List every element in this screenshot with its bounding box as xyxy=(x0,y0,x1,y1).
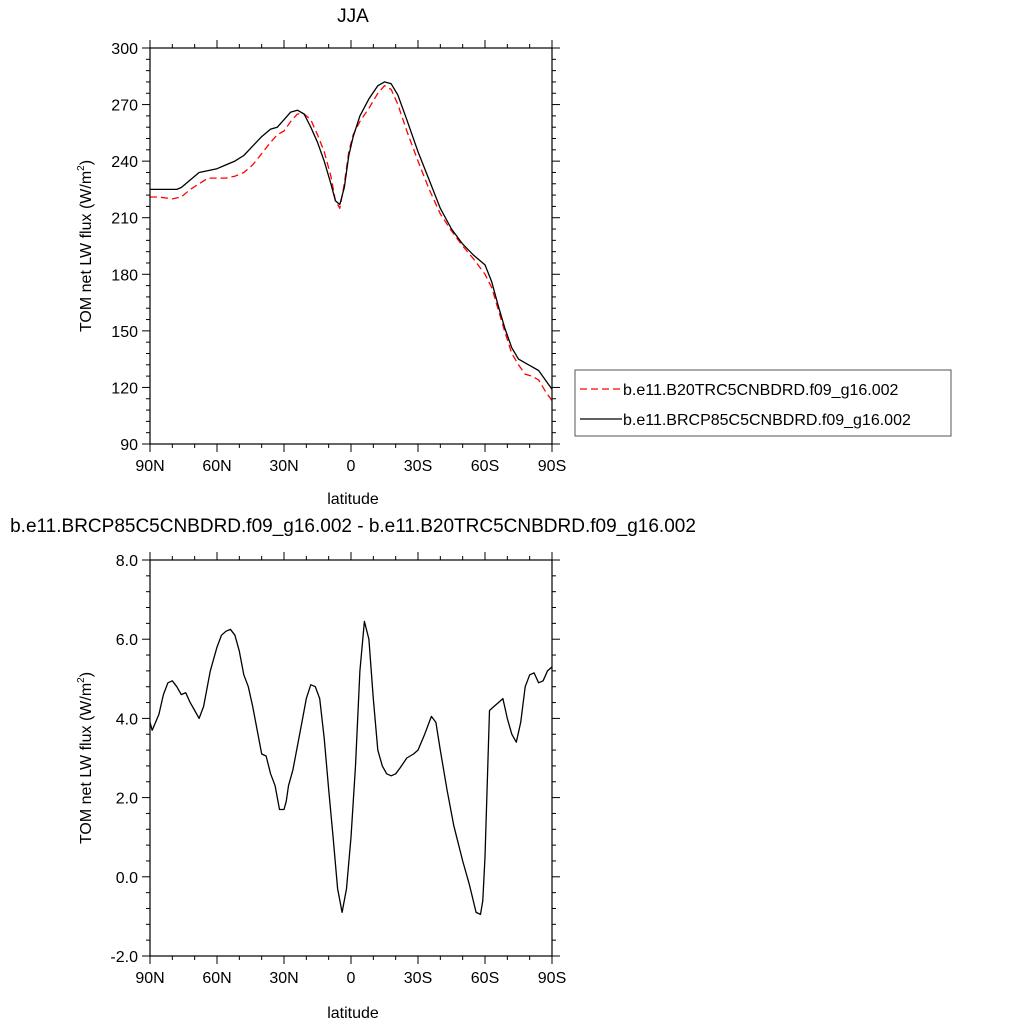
top-x-tick-label: 60S xyxy=(471,458,499,475)
top-x-tick-label: 60N xyxy=(202,458,231,475)
bottom-y-tick-label: 4.0 xyxy=(116,711,138,728)
bottom-x-tick-label: 0 xyxy=(347,970,356,987)
bottom-y-label-superscript: 2 xyxy=(76,677,87,683)
top-plot-frame xyxy=(149,47,553,445)
bottom-y-tick-label: 2.0 xyxy=(116,791,138,808)
bottom-y-label-suffix: ) xyxy=(78,672,95,677)
bottom-x-tick-label: 60N xyxy=(202,970,231,987)
bottom-x-tick-label: 90S xyxy=(538,970,566,987)
bottom-y-label-prefix: TOM net LW flux (W/m xyxy=(78,683,95,844)
bottom-chart-title: b.e11.BRCP85C5CNBDRD.f09_g16.002 - b.e11… xyxy=(10,516,696,537)
top-y-axis-label: TOM net LW flux (W/m2) xyxy=(76,160,95,332)
bottom-y-axis-label: TOM net LW flux (W/m2) xyxy=(76,672,95,844)
top-x-tick-label: 30S xyxy=(404,458,432,475)
top-y-tick-label: 120 xyxy=(111,380,138,397)
legend-label-rcp85: b.e11.BRCP85C5CNBDRD.f09_g16.002 xyxy=(623,412,911,429)
bottom-series-group xyxy=(149,620,553,916)
top-x-tick-label: 30N xyxy=(269,458,298,475)
top-y-label-suffix: ) xyxy=(78,160,95,165)
bottom-y-tick-label: 6.0 xyxy=(116,632,138,649)
top-y-tick-label: 210 xyxy=(111,211,138,228)
top-x-tick-label: 90S xyxy=(538,458,566,475)
top-series-group xyxy=(150,81,553,401)
top-y-tick-label: 150 xyxy=(111,324,138,341)
bottom-series-line-1 xyxy=(149,620,553,916)
top-series-line-1 xyxy=(150,85,553,401)
legend-label-historical: b.e11.B20TRC5CNBDRD.f09_g16.002 xyxy=(623,382,899,399)
top-y-tick-label: 180 xyxy=(111,267,138,284)
top-panel: JJA 90N 60N 30N 0 30S 60S 90S 90 120 150 180 210 240… xyxy=(76,6,566,508)
top-y-tick-label: 270 xyxy=(111,98,138,115)
top-x-tick-label: 90N xyxy=(135,458,164,475)
top-y-tick-label: 90 xyxy=(120,437,138,454)
bottom-plot-frame xyxy=(149,559,553,957)
legend: b.e11.B20TRC5CNBDRD.f09_g16.002 b.e11.BR… xyxy=(574,369,952,437)
top-chart-title: JJA xyxy=(337,6,369,27)
bottom-x-tick-label: 90N xyxy=(135,970,164,987)
legend-box xyxy=(574,369,952,437)
top-y-label-prefix: TOM net LW flux (W/m xyxy=(78,171,95,332)
bottom-y-tick-label: 8.0 xyxy=(116,553,138,570)
top-axes: 90N 60N 30N 0 30S 60S 90S 90 120 150 180 210 240 270 3… xyxy=(111,40,566,475)
top-x-axis-label: latitude xyxy=(327,491,379,508)
top-y-tick-label: 240 xyxy=(111,154,138,171)
bottom-y-tick-label: -2.0 xyxy=(110,949,138,966)
bottom-x-tick-label: 30S xyxy=(404,970,432,987)
bottom-y-tick-label: 0.0 xyxy=(116,870,138,887)
top-x-tick-label: 0 xyxy=(347,458,356,475)
bottom-x-axis-label: latitude xyxy=(327,1005,379,1022)
top-y-tick-label: 300 xyxy=(111,41,138,58)
top-series-line-2 xyxy=(150,81,553,390)
bottom-axes: 90N 60N 30N 0 30S 60S 90S -2.0 0.0 2.0 4.0 6.0 8.0 xyxy=(110,552,566,987)
bottom-panel: b.e11.BRCP85C5CNBDRD.f09_g16.002 - b.e11… xyxy=(10,516,696,1022)
top-y-label-superscript: 2 xyxy=(76,165,87,171)
bottom-x-tick-label: 60S xyxy=(471,970,499,987)
bottom-x-tick-label: 30N xyxy=(269,970,298,987)
